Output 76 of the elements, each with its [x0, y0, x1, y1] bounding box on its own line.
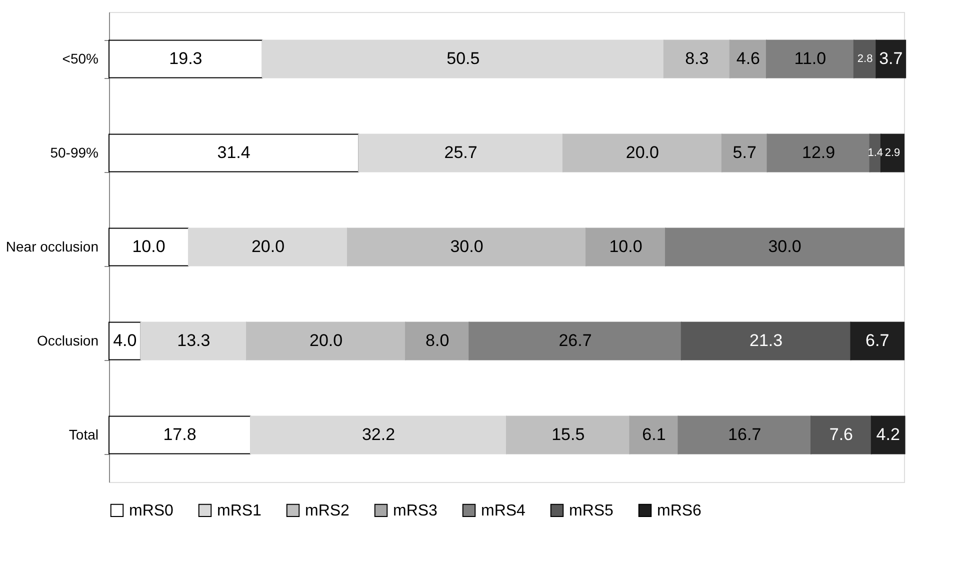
bar [250, 416, 507, 454]
data-label: 8.0 [426, 331, 450, 350]
data-label: 20.0 [251, 237, 285, 256]
y-tick-label: 50-99% [50, 144, 98, 160]
bar [108, 134, 360, 172]
bar [246, 322, 406, 360]
bar [766, 40, 854, 78]
data-label: 4.2 [876, 425, 900, 444]
bar [262, 40, 664, 78]
bar [108, 322, 142, 360]
bar [870, 416, 906, 454]
legend-label: mRS5 [569, 502, 614, 520]
bar [108, 40, 263, 78]
data-label: 4.0 [113, 331, 137, 350]
legend-label: mRS2 [305, 502, 350, 520]
data-label: 19.3 [169, 49, 202, 68]
data-label: 12.9 [802, 143, 836, 162]
bar [678, 416, 812, 454]
data-label: 6.1 [642, 425, 666, 444]
bar [729, 40, 767, 78]
legend-label: mRS3 [393, 502, 438, 520]
bar [586, 228, 666, 266]
data-label: 5.7 [732, 143, 756, 162]
data-label: 7.6 [829, 425, 854, 444]
bar [850, 322, 904, 360]
data-label: 13.3 [177, 331, 210, 350]
bar [358, 134, 564, 172]
y-tick-label: <50% [62, 50, 98, 66]
bar [140, 322, 248, 360]
data-label: 11.0 [794, 49, 826, 68]
data-label: 1.4 [868, 147, 884, 159]
bar [506, 416, 630, 454]
data-label: 20.0 [626, 143, 659, 162]
data-label: 16.7 [728, 425, 762, 444]
bar [629, 416, 679, 454]
legend-label: mRS6 [657, 502, 702, 520]
legend-label: mRS0 [129, 502, 174, 520]
data-label: 10.0 [132, 237, 166, 256]
data-label: 30.0 [450, 237, 484, 256]
data-label: 32.2 [362, 425, 396, 444]
legend-label: mRS1 [217, 502, 262, 520]
data-label: 3.7 [879, 49, 903, 68]
data-label: 17.8 [163, 425, 196, 444]
data-label: 50.5 [446, 49, 480, 68]
data-label: 30.0 [768, 237, 802, 256]
data-label: 21.3 [750, 331, 783, 350]
data-label: 2.9 [884, 147, 900, 159]
bar [468, 322, 682, 360]
bar [876, 40, 906, 78]
data-label: 20.0 [309, 331, 343, 350]
data-label: 25.7 [444, 143, 478, 162]
legend-label: mRS4 [481, 502, 526, 520]
bar [853, 40, 877, 78]
data-label: 8.3 [685, 49, 709, 68]
bar [562, 134, 722, 172]
bar [810, 416, 872, 454]
y-tick-label: Total [68, 426, 98, 442]
bar [108, 228, 189, 266]
data-label: 4.6 [736, 49, 760, 68]
bar [663, 40, 730, 78]
bar [680, 322, 852, 360]
data-label: 15.5 [552, 425, 585, 444]
bar [347, 228, 586, 266]
bar [405, 322, 470, 360]
data-label: 26.7 [558, 331, 592, 350]
bar [188, 228, 348, 266]
bar [108, 416, 252, 454]
bar [665, 228, 904, 266]
data-label: 6.7 [866, 331, 890, 350]
bar [721, 134, 768, 172]
bar [766, 134, 870, 172]
data-label: 31.4 [217, 143, 250, 162]
y-tick-label: Occlusion [37, 332, 98, 348]
data-label: 10.0 [609, 237, 642, 256]
data-label: 2.8 [857, 53, 873, 65]
y-tick-label: Near occlusion [6, 238, 98, 254]
